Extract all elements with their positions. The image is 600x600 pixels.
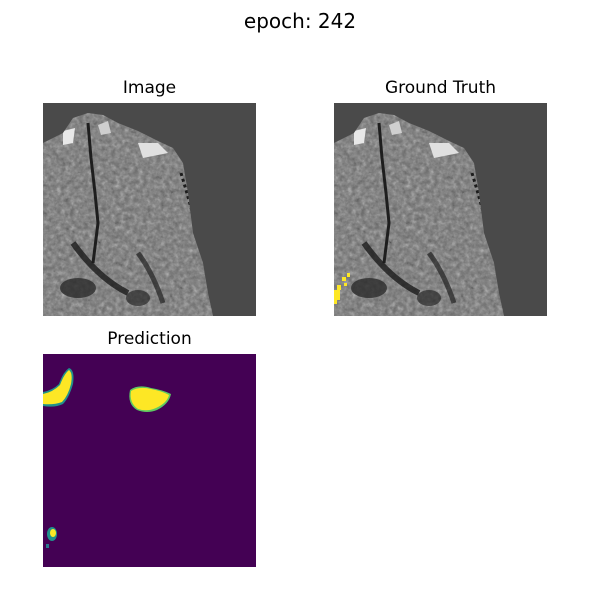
prediction-panel <box>43 354 256 567</box>
panel-title-image: Image <box>122 78 177 98</box>
ground-truth-panel <box>334 103 547 316</box>
brain-mri-ground-truth <box>334 103 547 316</box>
ground-truth-mask <box>334 273 350 304</box>
prediction-blob-left <box>43 368 74 407</box>
panel-title-ground-truth: Ground Truth <box>384 78 497 98</box>
figure-title: epoch: 242 <box>243 9 357 33</box>
panel-title-prediction: Prediction <box>107 329 192 349</box>
prediction-blob-bottom <box>46 527 57 548</box>
brain-mri-image <box>43 103 256 316</box>
image-panel <box>43 103 256 316</box>
prediction-mask <box>43 354 256 567</box>
prediction-blob-center <box>129 386 171 412</box>
